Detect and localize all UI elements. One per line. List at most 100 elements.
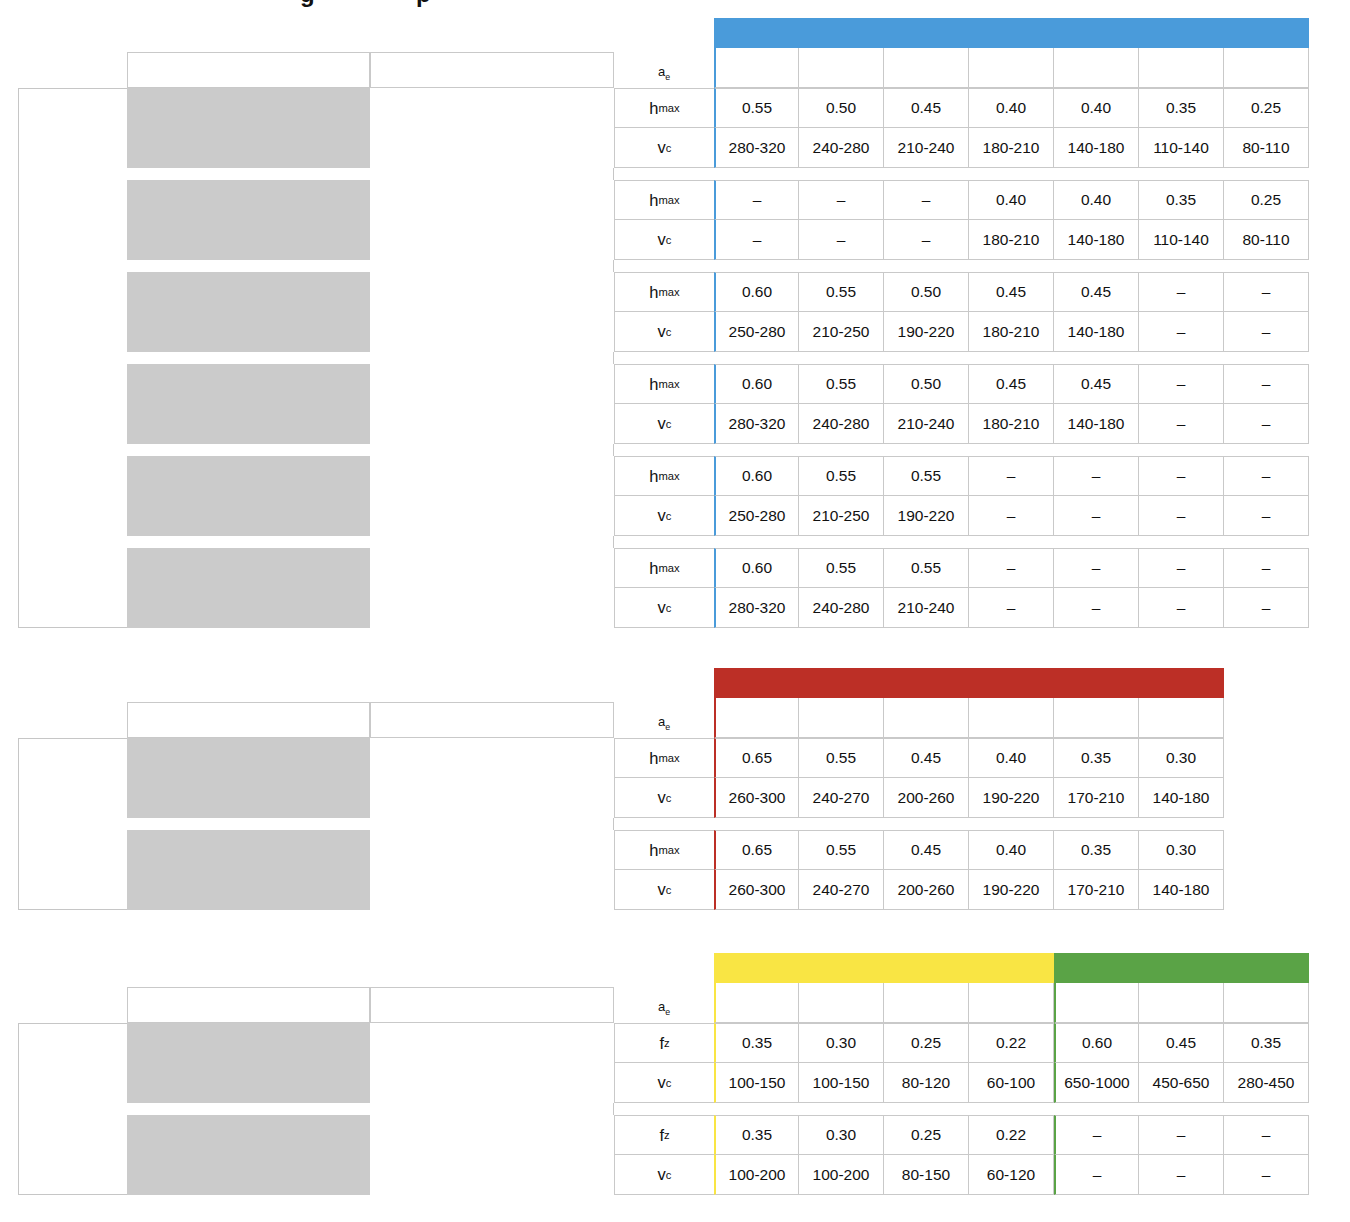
value-cell: –: [1139, 272, 1224, 312]
v-c-param-label: vc: [614, 220, 714, 260]
value-cell: –: [799, 180, 884, 220]
value-cell: 0.50: [884, 364, 969, 404]
value-cell: 280-450: [1224, 1063, 1309, 1103]
recommended-ae-header: ae: [614, 18, 714, 88]
value-cell: –: [1224, 312, 1309, 352]
value-cell: –: [884, 220, 969, 260]
article-cell: [127, 548, 370, 628]
value-cell: 0.45: [969, 272, 1054, 312]
value-cell: 0.35: [1139, 88, 1224, 128]
value-cell: 210-250: [799, 312, 884, 352]
value-cell: 80-120: [884, 1063, 969, 1103]
value-cell: 80-150: [884, 1155, 969, 1195]
article-cell: [127, 830, 370, 910]
value-cell: 60-120: [969, 1155, 1054, 1195]
designation-cell: [370, 1023, 614, 1103]
value-cell: 0.45: [1139, 1023, 1224, 1063]
value-cell: 0.25: [884, 1023, 969, 1063]
value-cell: 170-210: [1054, 870, 1139, 910]
value-cell: 210-240: [884, 588, 969, 628]
value-cell: 450-650: [1139, 1063, 1224, 1103]
grade-column-header: [714, 48, 799, 88]
v-c-param-label: vc: [614, 1155, 714, 1195]
value-cell: 0.45: [1054, 272, 1139, 312]
value-cell: –: [1054, 1155, 1139, 1195]
f-z-param-label: fz: [614, 1115, 714, 1155]
grade-column-header: [1139, 698, 1224, 738]
value-cell: 250-280: [714, 496, 799, 536]
value-cell: 0.55: [799, 548, 884, 588]
value-cell: –: [1054, 548, 1139, 588]
value-cell: 0.45: [969, 364, 1054, 404]
value-cell: 0.60: [714, 272, 799, 312]
value-cell: 0.45: [884, 88, 969, 128]
article-cell: [127, 1115, 370, 1195]
cast-iron-banner: [714, 668, 1224, 698]
designation-column-header: [370, 52, 614, 88]
value-cell: 0.35: [1054, 738, 1139, 778]
grade-column-header: [884, 983, 969, 1023]
grade-column-header: [799, 983, 884, 1023]
ae-symbol: ae: [658, 715, 670, 729]
designation-cell: [370, 180, 614, 260]
value-cell: –: [969, 548, 1054, 588]
value-cell: –: [969, 456, 1054, 496]
value-cell: 100-150: [714, 1063, 799, 1103]
value-cell: 250-280: [714, 312, 799, 352]
value-cell: –: [1139, 496, 1224, 536]
value-cell: 0.35: [714, 1115, 799, 1155]
value-cell: –: [1139, 548, 1224, 588]
value-cell: 0.50: [799, 88, 884, 128]
value-cell: 140-180: [1139, 870, 1224, 910]
value-cell: 240-280: [799, 404, 884, 444]
grade-column-header: [1054, 983, 1139, 1023]
value-cell: 240-270: [799, 870, 884, 910]
value-cell: –: [714, 180, 799, 220]
grade-column-header: [884, 48, 969, 88]
grade-column-header: [969, 698, 1054, 738]
value-cell: 0.40: [969, 830, 1054, 870]
value-cell: –: [1224, 1115, 1309, 1155]
value-cell: 0.30: [1139, 738, 1224, 778]
value-cell: 100-200: [714, 1155, 799, 1195]
value-cell: 280-320: [714, 128, 799, 168]
value-cell: –: [1224, 1155, 1309, 1195]
h-max-param-label: hmax: [614, 364, 714, 404]
value-cell: 180-210: [969, 312, 1054, 352]
ae-symbol: ae: [658, 65, 670, 79]
value-cell: 0.50: [884, 272, 969, 312]
v-c-param-label: vc: [614, 778, 714, 818]
v-c-param-label: vc: [614, 404, 714, 444]
value-cell: 180-210: [969, 220, 1054, 260]
designation-cell: [370, 88, 614, 168]
value-cell: 0.55: [884, 548, 969, 588]
article-cell: [127, 364, 370, 444]
cropped-title-letter: p: [416, 0, 431, 8]
article-cell: [127, 88, 370, 168]
article-cell: [127, 456, 370, 536]
value-cell: –: [969, 588, 1054, 628]
value-cell: 180-210: [969, 128, 1054, 168]
value-cell: 190-220: [884, 496, 969, 536]
designation-column-header: [370, 987, 614, 1023]
h-max-param-label: hmax: [614, 180, 714, 220]
value-cell: 0.30: [799, 1023, 884, 1063]
ae-symbol: ae: [658, 1000, 670, 1014]
h-max-param-label: hmax: [614, 830, 714, 870]
value-cell: 0.45: [884, 738, 969, 778]
value-cell: –: [799, 220, 884, 260]
value-cell: 190-220: [969, 778, 1054, 818]
value-cell: 210-240: [884, 404, 969, 444]
value-cell: 0.55: [799, 364, 884, 404]
value-cell: 190-220: [884, 312, 969, 352]
grade-column-header: [969, 983, 1054, 1023]
article-cell: [127, 272, 370, 352]
value-cell: 140-180: [1054, 404, 1139, 444]
value-cell: –: [714, 220, 799, 260]
grade-column-header: [1139, 48, 1224, 88]
value-cell: 0.25: [884, 1115, 969, 1155]
article-cell: [127, 180, 370, 260]
value-cell: 0.55: [799, 272, 884, 312]
value-cell: –: [1224, 272, 1309, 312]
grade-column-header: [714, 983, 799, 1023]
